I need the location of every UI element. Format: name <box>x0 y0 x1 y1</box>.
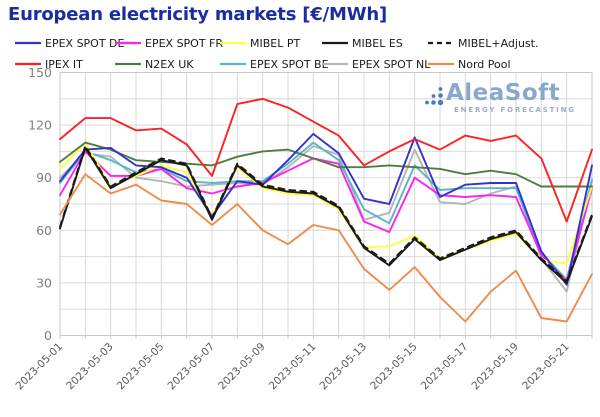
watermark-tagline: ENERGY FORECASTING <box>454 106 576 114</box>
chart-line-nord-pool <box>59 173 593 323</box>
watermark-dot <box>437 99 444 106</box>
x-tick-label: 2023-05-03 <box>64 341 116 393</box>
legend-label: EPEX SPOT NL <box>352 57 431 71</box>
legend-item-mibel-pt: MIBEL PT <box>220 36 300 50</box>
chart-line-mibel-es <box>59 146 593 284</box>
aleasoft-dots-icon <box>425 87 444 106</box>
watermark-dot <box>431 100 436 105</box>
legend-line-swatch-epex-spot-de <box>15 41 41 45</box>
y-tick-label: 150 <box>28 65 52 80</box>
chart-title: European electricity markets [€/MWh] <box>8 4 388 25</box>
y-tick-label: 60 <box>36 223 52 238</box>
legend-item-epex-spot-de: EPEX SPOT DE <box>15 36 124 50</box>
x-tick-label: 2023-05-05 <box>115 341 167 393</box>
watermark-dot <box>425 100 429 105</box>
chart-line-epex-spot-de <box>59 132 593 286</box>
legend-label: MIBEL ES <box>352 36 403 50</box>
x-tick-label: 2023-05-17 <box>419 341 471 393</box>
x-tick-label: 2023-05-13 <box>317 341 369 393</box>
legend-label: EPEX SPOT BE <box>250 57 329 71</box>
legend-label: MIBEL+Adjust. <box>458 36 539 50</box>
watermark-brand-name: AleaSoft <box>446 80 561 106</box>
x-tick-label: 2023-05-07 <box>165 341 217 393</box>
legend-line-swatch-nord-pool <box>428 62 454 66</box>
legend-label: EPEX SPOT DE <box>45 36 125 50</box>
legend-label: Nord Pool <box>458 57 511 71</box>
y-tick-label: 120 <box>28 118 52 133</box>
legend-line-swatch-epex-spot-fr <box>115 41 141 45</box>
legend-line-swatch-mibel-pt <box>220 41 246 45</box>
chart-line-ipex-it <box>59 97 593 223</box>
legend-item-nord-pool: Nord Pool <box>428 57 511 71</box>
legend-line-swatch-ipex-it <box>15 62 41 66</box>
chart-line-epex-spot-nl <box>59 145 593 293</box>
watermark-dot <box>431 94 436 98</box>
legend-label: N2EX UK <box>145 57 194 71</box>
legend-label: EPEX SPOT FR <box>145 36 224 50</box>
x-tick-label: 2023-05-11 <box>267 341 319 393</box>
legend-line-swatch-epex-spot-nl <box>322 62 348 66</box>
watermark-dot <box>438 93 443 98</box>
legend-label: IPEX IT <box>45 57 83 71</box>
legend-line-swatch-mibel-es <box>322 41 348 45</box>
x-tick-label: 2023-05-21 <box>520 341 572 393</box>
x-tick-label: 2023-05-15 <box>368 341 420 393</box>
legend-line-swatch-n2ex-uk <box>115 62 141 66</box>
legend-label: MIBEL PT <box>250 36 301 50</box>
x-tick-label: 2023-05-09 <box>216 341 268 393</box>
aleasoft-watermark: AleaSoft ENERGY FORECASTING <box>424 80 584 120</box>
chart-line-epex-spot-fr <box>59 150 593 283</box>
legend-item-mibel-adjust: MIBEL+Adjust. <box>428 36 538 50</box>
y-tick-label: 30 <box>36 275 52 290</box>
plot-border <box>59 72 593 336</box>
legend-item-mibel-es: MIBEL ES <box>322 36 403 50</box>
legend-item-epex-spot-be: EPEX SPOT BE <box>220 57 329 71</box>
x-tick-label: 2023-05-19 <box>469 341 521 393</box>
legend-item-epex-spot-nl: EPEX SPOT NL <box>322 57 430 71</box>
chart-line-n2ex-uk <box>59 141 593 188</box>
chart-line-mibel-pt <box>59 141 593 265</box>
legend-item-ipex-it: IPEX IT <box>15 57 83 71</box>
legend-item-n2ex-uk: N2EX UK <box>115 57 193 71</box>
watermark-dot <box>438 87 443 91</box>
legend-line-swatch-epex-spot-be <box>220 62 246 66</box>
chart-line-mibel-adjust <box>59 145 593 283</box>
y-tick-label: 0 <box>44 328 52 343</box>
legend-line-swatch-mibel-adjust <box>428 41 454 45</box>
legend-item-epex-spot-fr: EPEX SPOT FR <box>115 36 223 50</box>
x-tick-label: 2023-05-01 <box>13 341 65 393</box>
y-tick-label: 90 <box>36 170 52 185</box>
